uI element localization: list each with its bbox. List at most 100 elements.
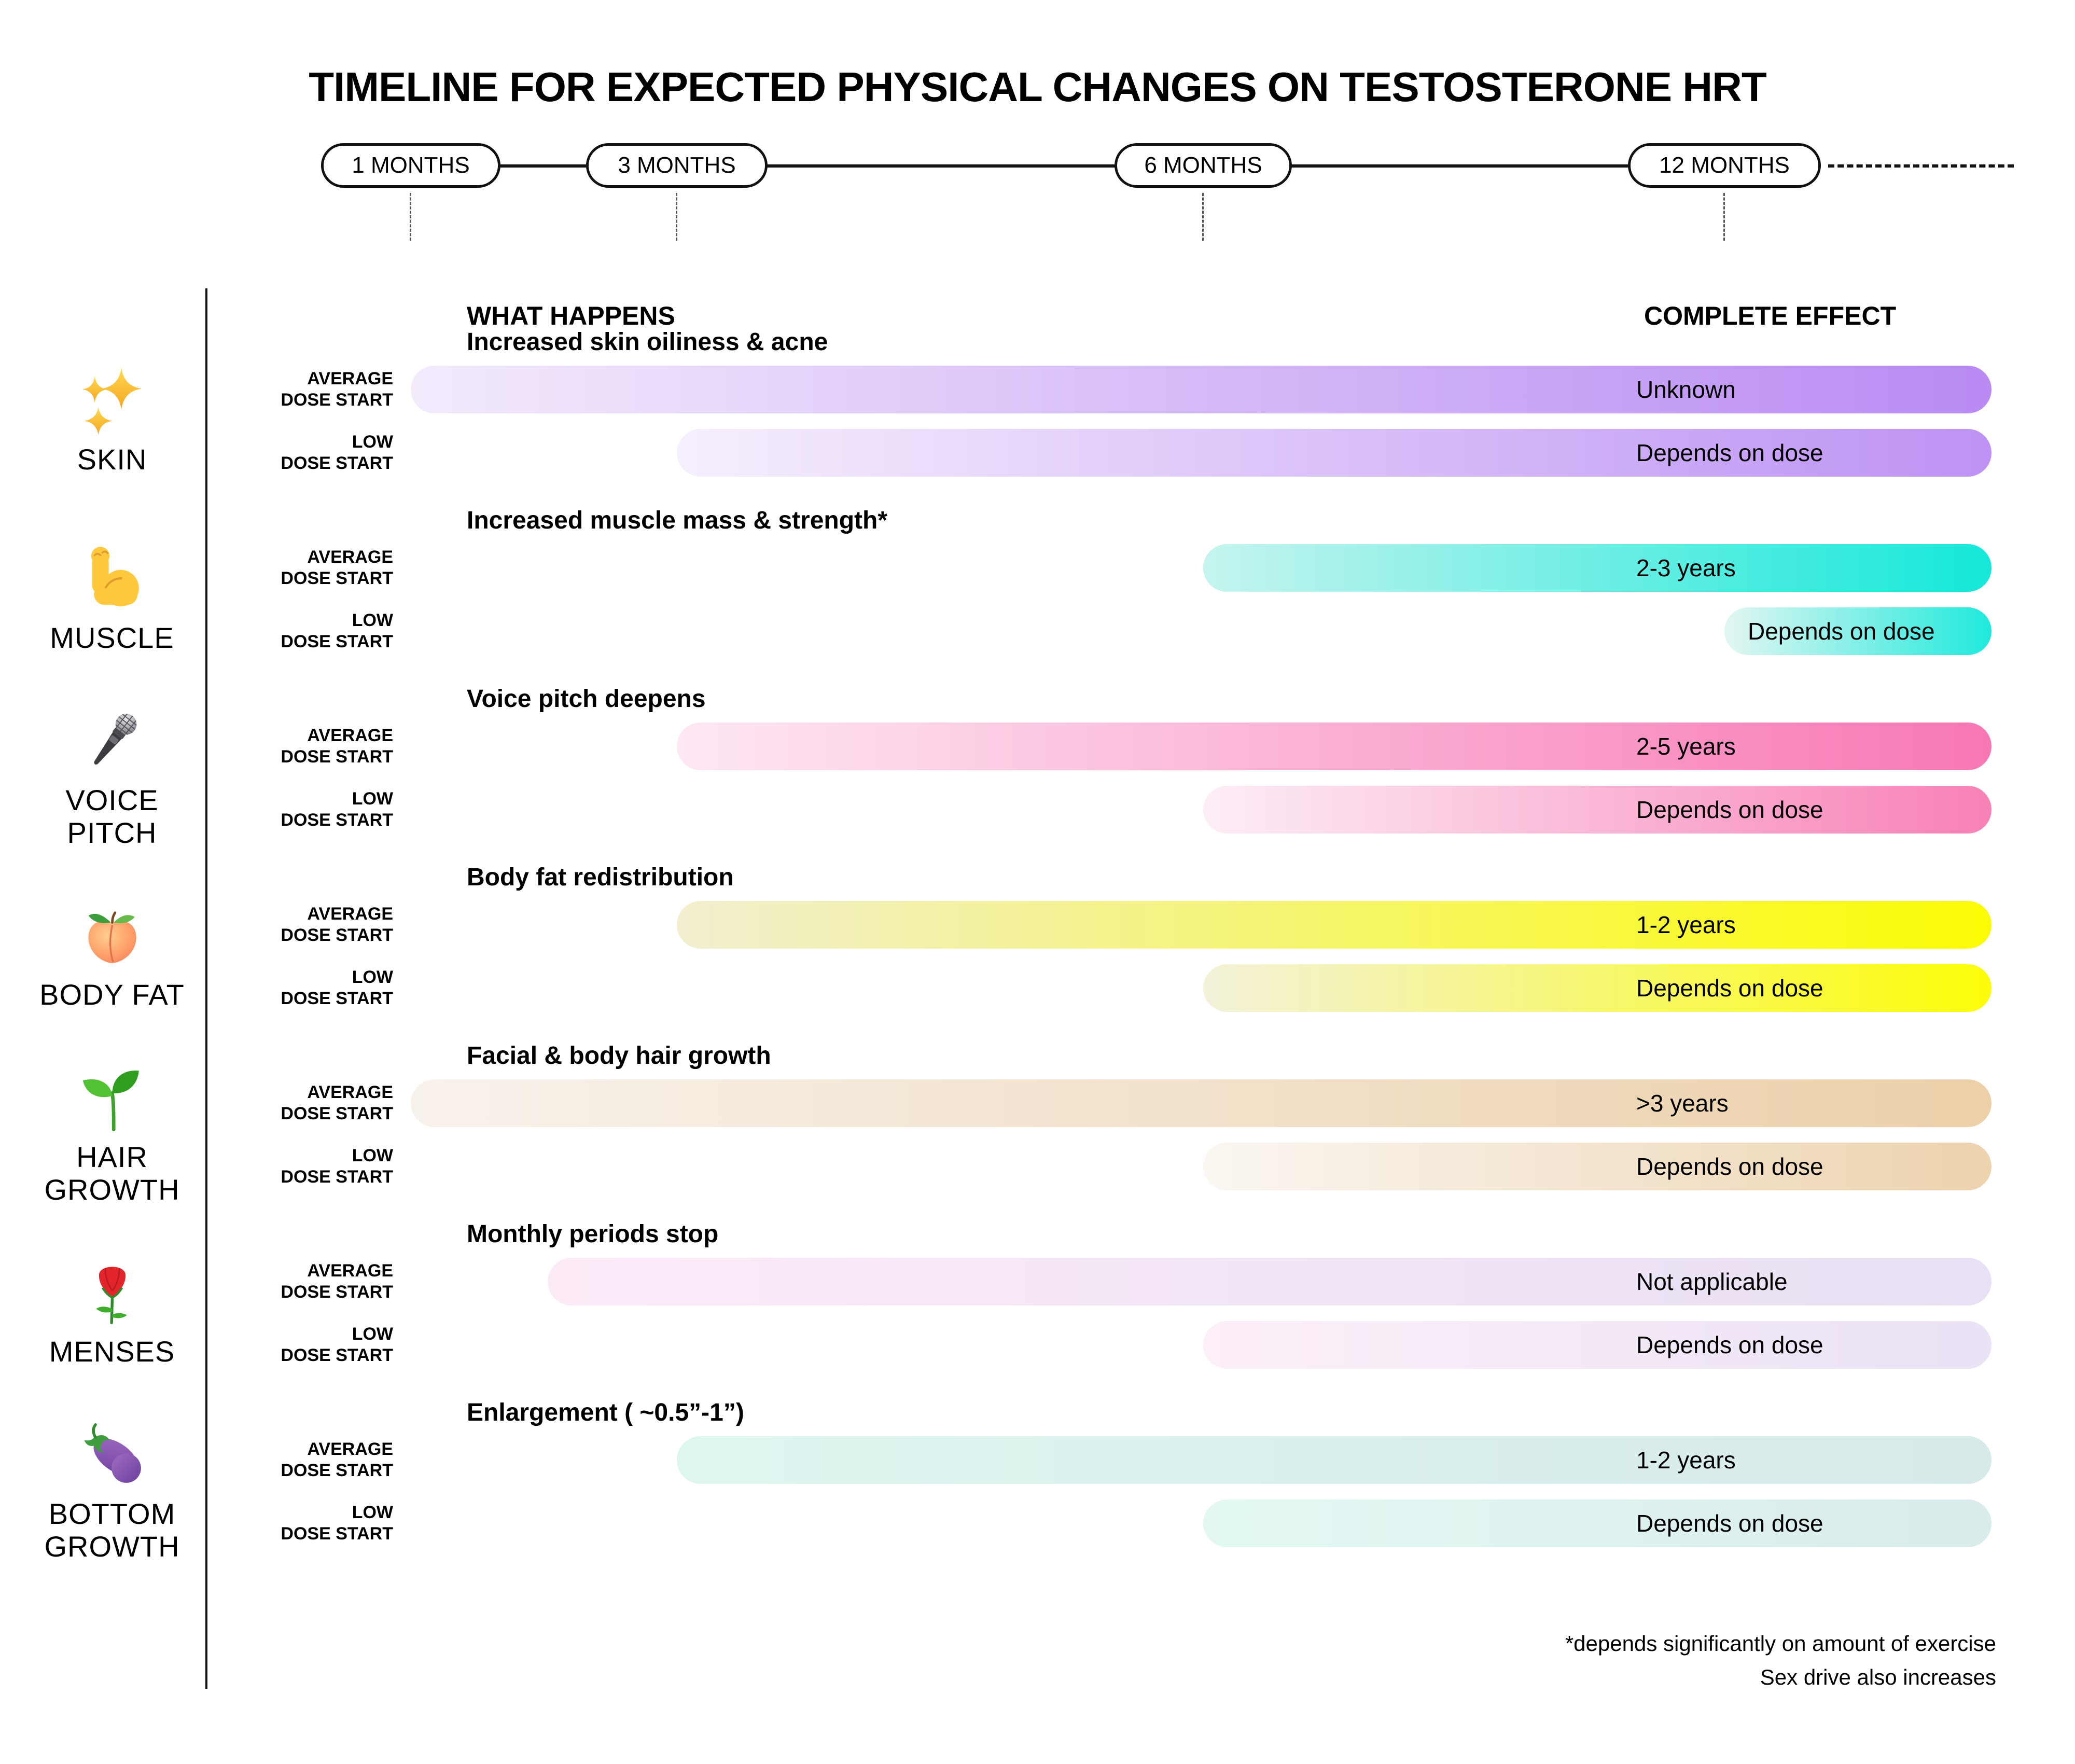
eggplant-icon [77,1421,147,1491]
complete-effect-value: Depends on dose [1636,1153,1823,1180]
category-label-line: BOTTOM [48,1497,176,1530]
category-label-line: BODY FAT [39,978,185,1011]
average-dose-bar [411,366,1992,413]
low-dose-start-label: LOW DOSE START [217,607,393,655]
sparkles-icon [77,366,147,436]
timeline-axis-line [411,164,1724,168]
category-label-line: GROWTH [44,1530,180,1563]
dose-label-line: DOSE START [281,1104,393,1123]
low-dose-bar [677,429,1992,477]
dose-label-line: DOSE START [281,1524,393,1544]
category-muscle: MUSCLE [19,545,205,655]
seedling-icon [77,1064,147,1134]
category-label: SKIN [77,443,147,476]
section-header: Increased muscle mass & strength* [467,507,888,534]
dose-label-line: LOW [352,789,393,809]
dose-label-line: AVERAGE [307,369,393,389]
section-header: Facial & body hair growth [467,1042,771,1069]
low-dose-start-label: LOW DOSE START [217,1499,393,1547]
dose-label-line: AVERAGE [307,904,393,924]
complete-effect-value: 2-5 years [1636,733,1736,760]
dose-label-line: DOSE START [281,568,393,588]
average-dose-bar [548,1258,1992,1305]
dose-label-line: DOSE START [281,1167,393,1187]
dose-label-line: AVERAGE [307,726,393,746]
low-dose-bar [1203,786,1992,834]
column-header-complete-effect: COMPLETE EFFECT [1644,301,1897,330]
timeline-tick [1202,193,1204,241]
average-dose-start-label: AVERAGE DOSE START [217,544,393,592]
rose-icon [77,1258,147,1328]
page-title: TIMELINE FOR EXPECTED PHYSICAL CHANGES O… [309,63,1766,110]
microphone-icon [77,707,147,777]
category-label-line: VOICE [65,783,159,816]
low-dose-start-label: LOW DOSE START [217,786,393,834]
low-dose-bar [1203,1321,1992,1369]
column-header-what-happens: WHAT HAPPENS [467,301,675,330]
dose-label-line: LOW [352,432,393,452]
peach-icon [77,901,147,971]
category-voice-pitch: VOICE PITCH [19,707,205,849]
dose-label-line: DOSE START [281,989,393,1008]
average-dose-bar [1203,544,1992,592]
complete-effect-value: Depends on dose [1636,439,1823,466]
dose-label-line: DOSE START [281,632,393,651]
average-dose-start-label: AVERAGE DOSE START [217,1436,393,1484]
dose-label-line: LOW [352,1324,393,1344]
milestone-label: 6 MONTHS [1144,152,1262,178]
complete-effect-value: 1-2 years [1636,911,1736,938]
category-label: VOICE PITCH [65,784,158,849]
section-muscle: MUSCLE Increased muscle mass & strength*… [0,506,2075,685]
section-header: Increased skin oiliness & acne [467,328,828,356]
average-dose-start-label: AVERAGE DOSE START [217,901,393,949]
section-body-fat: BODY FAT Body fat redistribution AVERAGE… [0,863,2075,1041]
low-dose-bar [1203,1143,1992,1190]
section-header: Enlargement ( ~0.5”-1”) [467,1399,744,1426]
timeline-dashed-extension [1828,164,2014,168]
timeline-tick [676,193,677,241]
dose-label-line: AVERAGE [307,1082,393,1103]
category-label-line: MUSCLE [50,621,174,655]
category-skin: SKIN [19,366,205,476]
dose-label-line: DOSE START [281,1282,393,1302]
category-label: BOTTOM GROWTH [44,1497,180,1563]
footnote-exercise: *depends significantly on amount of exer… [1565,1631,1996,1656]
complete-effect-value: 2-3 years [1636,554,1736,581]
milestone-label: 12 MONTHS [1659,152,1790,178]
section-header: Body fat redistribution [467,864,734,891]
timeline-milestone-12-months: 12 MONTHS [1628,143,1821,188]
dose-label-line: DOSE START [281,390,393,410]
low-dose-start-label: LOW DOSE START [217,964,393,1012]
dose-label-line: LOW [352,610,393,631]
average-dose-bar [677,723,1992,770]
average-dose-start-label: AVERAGE DOSE START [217,1079,393,1127]
average-dose-start-label: AVERAGE DOSE START [217,366,393,413]
timeline-milestone-6-months: 6 MONTHS [1115,143,1292,188]
category-label-line: GROWTH [44,1173,180,1206]
footnotes: *depends significantly on amount of exer… [1565,1627,1996,1694]
timeline-tick [1723,193,1725,241]
low-dose-start-label: LOW DOSE START [217,1321,393,1369]
section-header: Monthly periods stop [467,1220,719,1248]
complete-effect-value: Depends on dose [1636,796,1823,823]
low-dose-start-label: LOW DOSE START [217,429,393,477]
category-label: MENSES [49,1335,175,1368]
dose-label-line: AVERAGE [307,1439,393,1460]
low-dose-start-label: LOW DOSE START [217,1143,393,1190]
dose-label-line: LOW [352,1146,393,1166]
category-label-line: HAIR [76,1140,148,1173]
dose-label-line: DOSE START [281,925,393,945]
dose-label-line: DOSE START [281,1345,393,1365]
average-dose-bar [677,901,1992,949]
dose-label-line: DOSE START [281,810,393,830]
dose-label-line: DOSE START [281,747,393,767]
timeline-milestone-1-months: 1 MONTHS [321,143,500,188]
complete-effect-value: Not applicable [1636,1268,1788,1295]
category-menses: MENSES [19,1258,205,1368]
category-hair-growth: HAIR GROWTH [19,1064,205,1206]
category-label-line: PITCH [67,816,157,849]
section-bottom-growth: BOTTOM GROWTH Enlargement ( ~0.5”-1”) AVE… [0,1398,2075,1577]
category-label: BODY FAT [39,978,185,1011]
dose-label-line: AVERAGE [307,547,393,567]
category-label-line: MENSES [49,1335,175,1368]
